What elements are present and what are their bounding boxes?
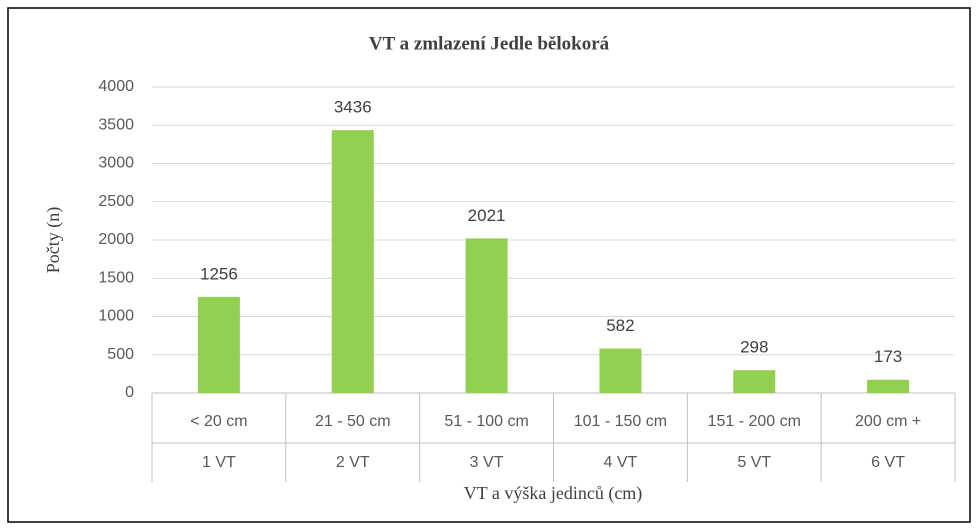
y-tick-label: 2000 bbox=[98, 231, 134, 248]
y-tick-label: 3500 bbox=[98, 116, 134, 133]
bar bbox=[867, 379, 910, 393]
data-label: 1256 bbox=[200, 264, 238, 283]
x-group-label: 3 VT bbox=[470, 454, 504, 471]
x-group-label: 1 VT bbox=[202, 454, 236, 471]
chart-title: VT a zmlazení Jedle bělokorá bbox=[369, 33, 610, 54]
x-group-label: 4 VT bbox=[604, 454, 638, 471]
x-group-label: 2 VT bbox=[336, 454, 370, 471]
x-group-label: 5 VT bbox=[737, 454, 771, 471]
data-label: 582 bbox=[606, 316, 634, 335]
data-label: 3436 bbox=[334, 98, 372, 117]
data-label: 173 bbox=[874, 347, 902, 366]
y-tick-label: 2500 bbox=[98, 193, 134, 210]
x-tick-label: < 20 cm bbox=[190, 413, 247, 430]
x-axis-title: VT a výška jedinců (cm) bbox=[464, 483, 643, 504]
bar bbox=[599, 348, 642, 393]
bar bbox=[331, 130, 374, 393]
data-label: 2021 bbox=[468, 206, 506, 225]
x-tick-label: 151 - 200 cm bbox=[708, 413, 801, 430]
bar bbox=[733, 370, 776, 393]
y-tick-label: 4000 bbox=[98, 78, 134, 95]
x-tick-label: 21 - 50 cm bbox=[315, 413, 391, 430]
x-group-label: 6 VT bbox=[871, 454, 905, 471]
x-tick-label: 101 - 150 cm bbox=[574, 413, 667, 430]
y-tick-label: 1500 bbox=[98, 269, 134, 286]
x-tick-label: 200 cm + bbox=[855, 413, 921, 430]
y-tick-label: 0 bbox=[125, 384, 134, 401]
y-tick-label: 500 bbox=[107, 346, 134, 363]
bar bbox=[197, 296, 240, 393]
data-label: 298 bbox=[740, 338, 768, 357]
y-tick-label: 3000 bbox=[98, 155, 134, 172]
y-axis-title: Počty (n) bbox=[43, 207, 64, 274]
bar bbox=[465, 238, 508, 393]
y-tick-label: 1000 bbox=[98, 308, 134, 325]
x-tick-label: 51 - 100 cm bbox=[444, 413, 528, 430]
